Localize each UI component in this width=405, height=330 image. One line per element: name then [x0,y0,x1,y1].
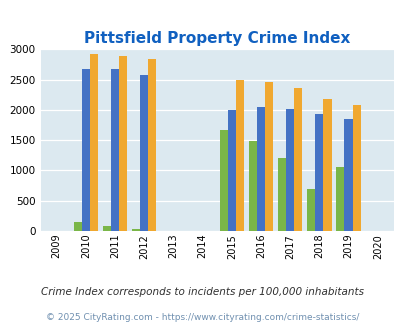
Bar [286,109,294,231]
Bar [256,107,264,231]
Text: © 2025 CityRating.com - https://www.cityrating.com/crime-statistics/: © 2025 CityRating.com - https://www.city… [46,313,359,322]
Text: Crime Index corresponds to incidents per 100,000 inhabitants: Crime Index corresponds to incidents per… [41,287,364,297]
Bar [140,75,148,231]
Bar [90,54,98,231]
Bar [81,69,90,231]
Bar [219,130,227,231]
Bar [315,114,323,231]
Bar [277,158,286,231]
Bar [264,82,273,231]
Bar [306,189,315,231]
Bar [248,141,256,231]
Title: Pittsfield Property Crime Index: Pittsfield Property Crime Index [84,31,350,46]
Bar [73,222,81,231]
Bar [335,167,343,231]
Bar [352,105,360,231]
Bar [132,229,140,231]
Bar [323,98,331,231]
Bar [227,110,235,231]
Bar [294,88,302,231]
Bar [102,226,111,231]
Bar [111,69,119,231]
Bar [119,55,127,231]
Bar [343,119,352,231]
Bar [148,58,156,231]
Bar [235,80,243,231]
